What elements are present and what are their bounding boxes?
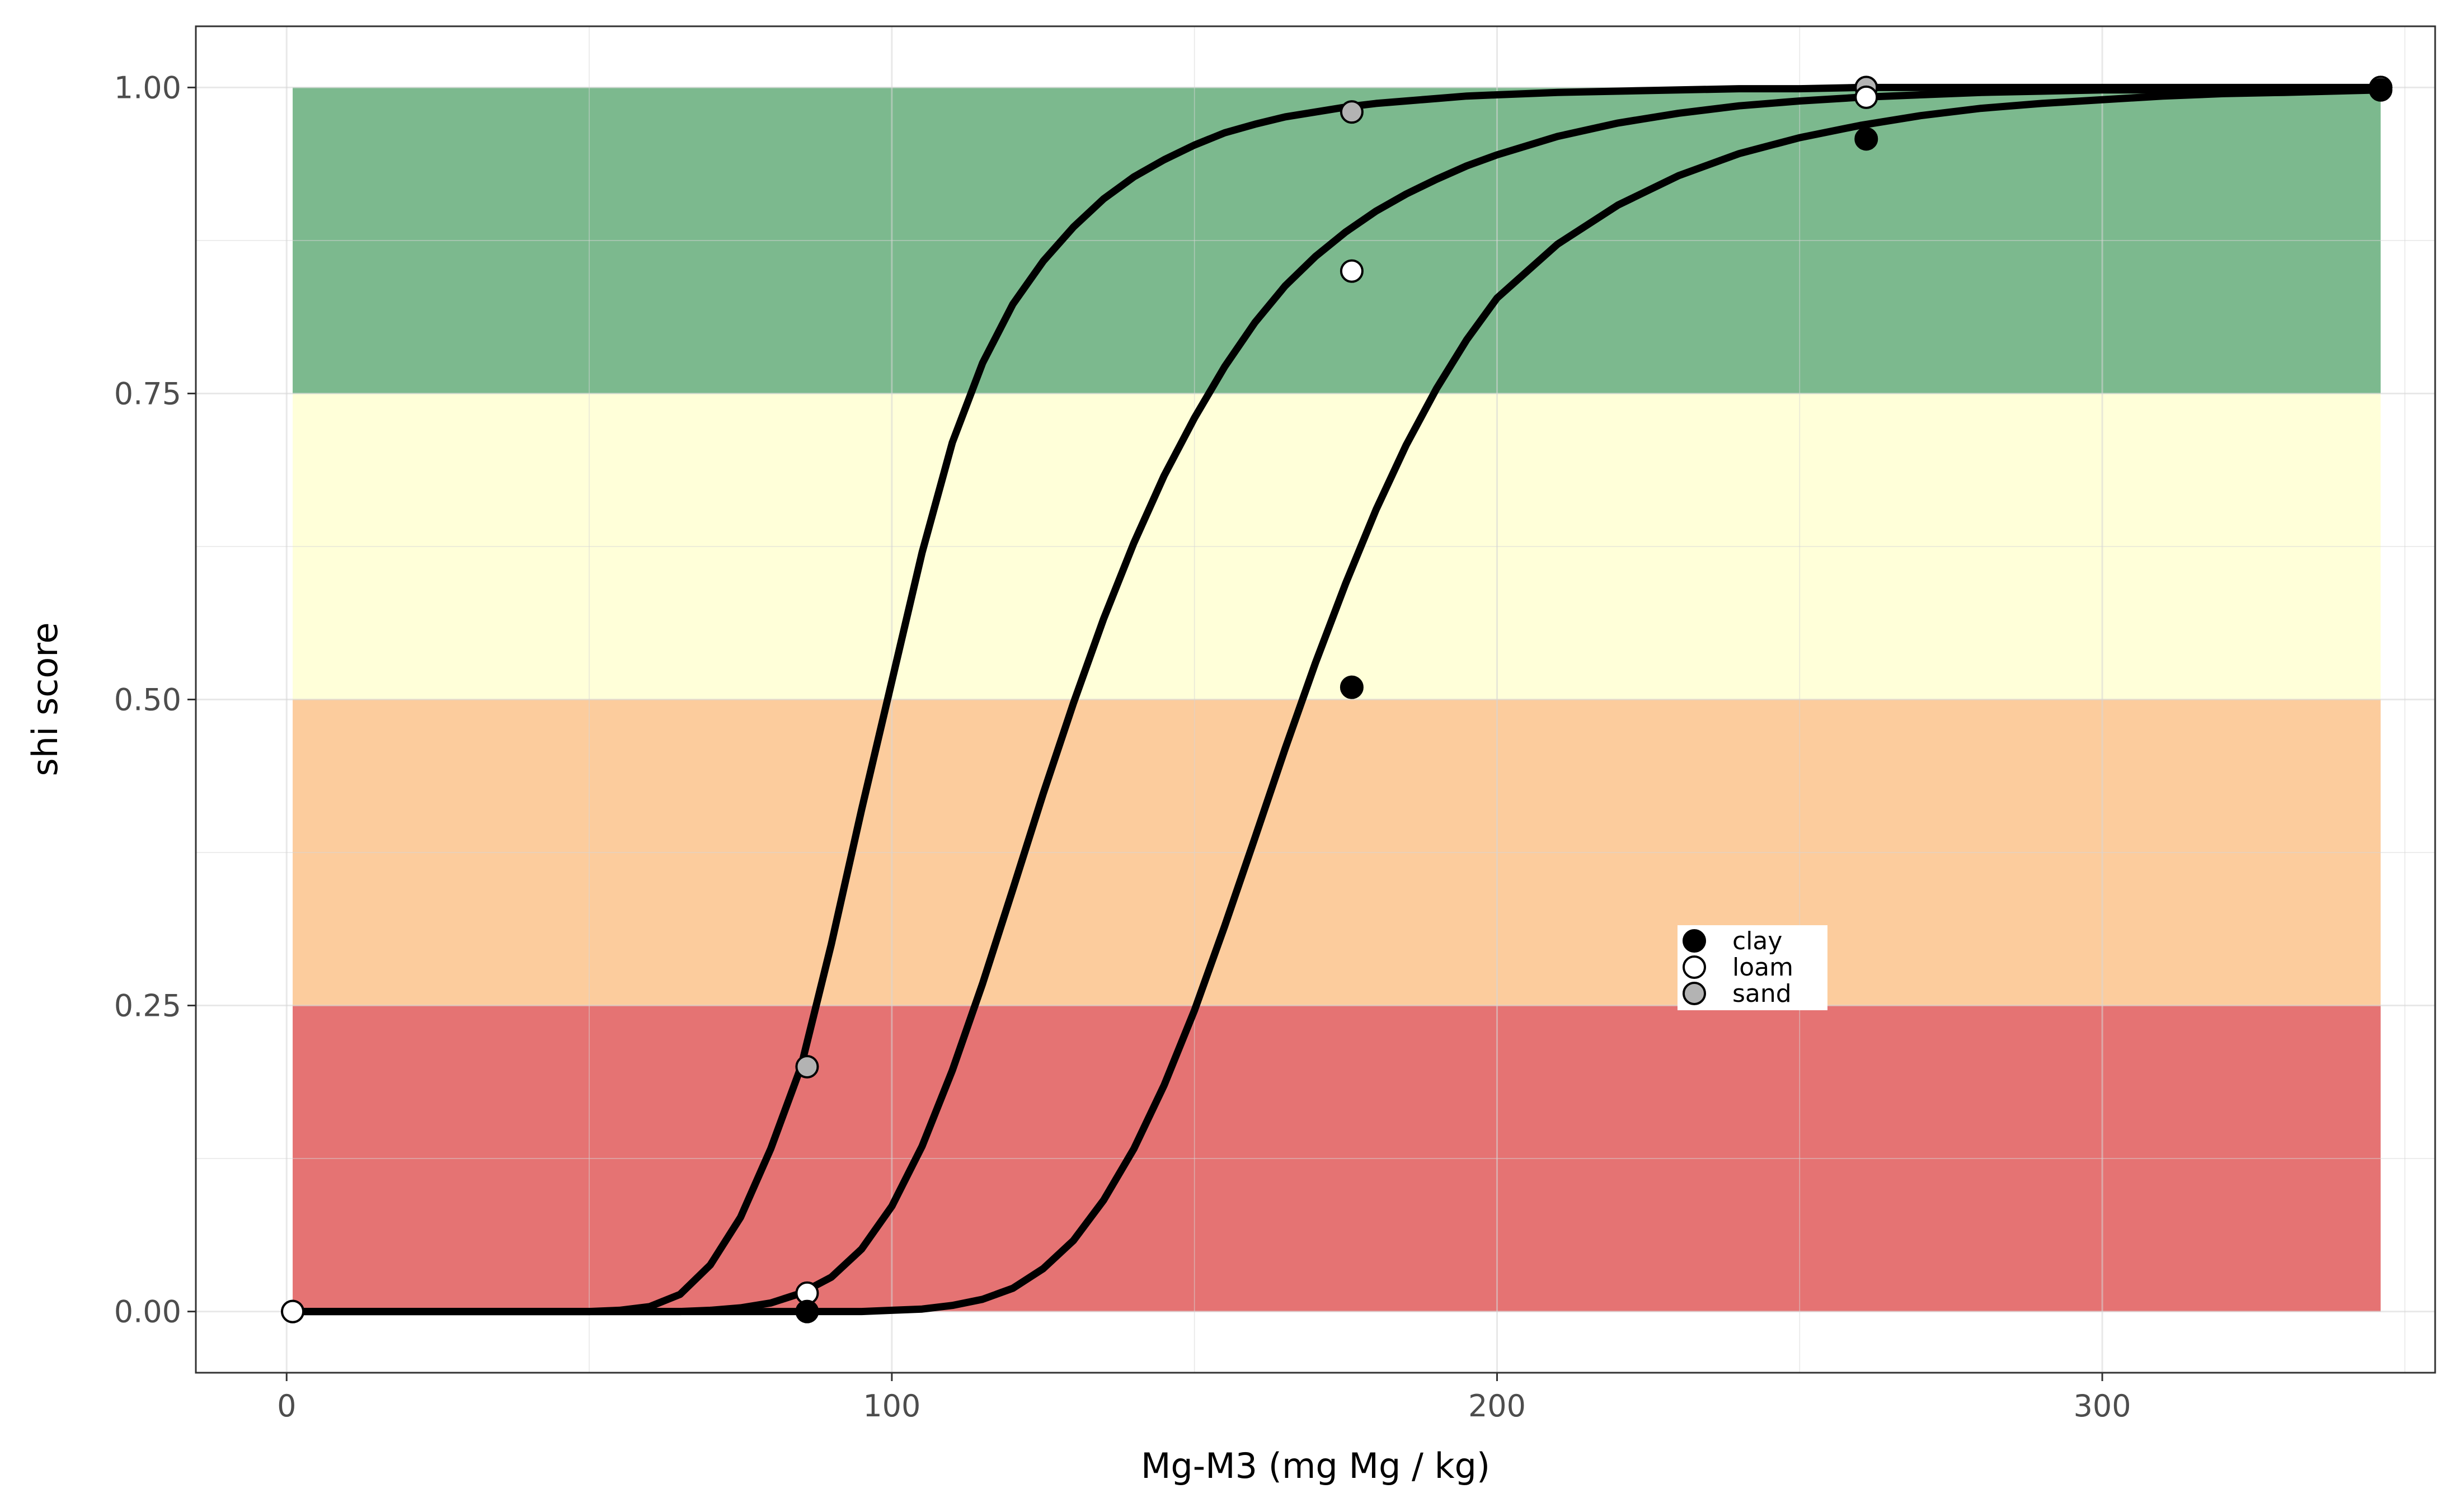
point-clay-1 (1340, 675, 1364, 699)
point-sand-2 (1340, 100, 1364, 124)
point-clay-0 (795, 1299, 819, 1323)
x-axis-title: Mg-M3 (mg Mg / kg) (1141, 1445, 1490, 1486)
legend-label-clay: clay (1732, 927, 1782, 955)
point-loam-2 (1340, 259, 1364, 283)
point-clay-2 (1854, 127, 1878, 151)
y-tick-label-3: 0.75 (114, 376, 181, 411)
legend-key-sand (1683, 982, 1706, 1005)
x-axis: 0 100 200 300 (277, 1373, 2131, 1424)
x-tick-label-0: 0 (277, 1388, 296, 1424)
point-loam-0 (281, 1299, 305, 1323)
y-axis: 0.00 0.25 0.50 0.75 1.00 (114, 70, 196, 1330)
y-tick-label-4: 1.00 (114, 70, 181, 105)
point-sand-1 (795, 1054, 819, 1078)
grid-lines (196, 26, 2435, 1373)
x-tick-label-3: 300 (2074, 1388, 2131, 1424)
curve-clay (289, 86, 2385, 1316)
y-tick-label-2: 0.50 (114, 682, 181, 718)
y-axis-title: shi score (25, 622, 65, 776)
legend-key-loam (1683, 955, 1706, 979)
observation-points (281, 76, 2393, 1323)
curve-lines (289, 83, 2385, 1316)
point-clay-3 (2369, 78, 2393, 102)
x-tick-label-2: 200 (1468, 1388, 1526, 1424)
y-tick-label-0: 0.00 (114, 1294, 181, 1330)
point-loam-3 (1854, 85, 1878, 109)
legend-label-sand: sand (1732, 979, 1792, 1008)
curve-sand (289, 83, 2385, 1316)
y-tick-label-1: 0.25 (114, 988, 181, 1024)
legend-label-loam: loam (1732, 953, 1793, 982)
x-tick-label-1: 100 (863, 1388, 920, 1424)
legend-key-clay (1683, 929, 1706, 953)
